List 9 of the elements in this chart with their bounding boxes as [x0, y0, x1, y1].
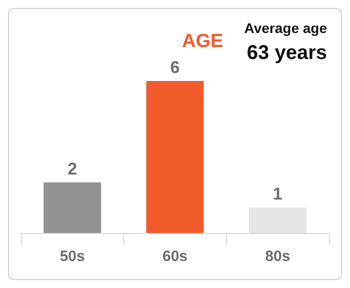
- x-tick-label: 50s: [60, 248, 85, 265]
- text: Average age: [244, 20, 328, 36]
- x-tick-label: 60s: [162, 248, 188, 265]
- text: 63 years: [246, 42, 327, 64]
- chart-title: AGE: [182, 31, 224, 52]
- data-label: 1: [272, 184, 282, 204]
- x-tick-label: 80s: [265, 248, 290, 265]
- data-label: 2: [68, 159, 78, 178]
- data-label: 6: [170, 58, 180, 77]
